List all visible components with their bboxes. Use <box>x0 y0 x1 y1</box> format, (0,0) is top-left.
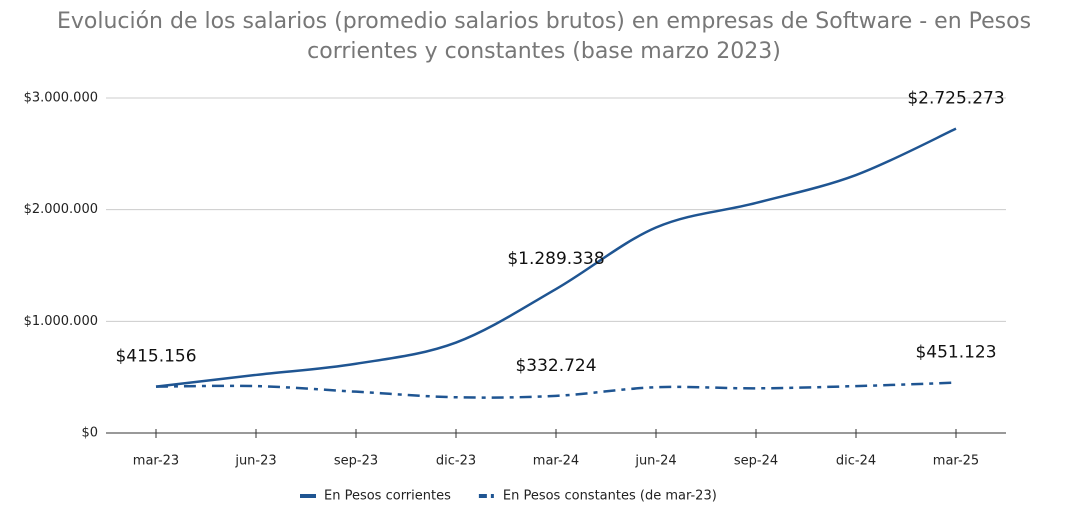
data-label: $415.156 <box>115 347 196 367</box>
x-tick-label: mar-24 <box>533 454 579 469</box>
x-tick-label: mar-23 <box>133 454 179 469</box>
data-label: $451.123 <box>915 343 996 363</box>
y-tick-label: $0 <box>81 426 98 441</box>
legend-label: En Pesos constantes (de mar-23) <box>503 489 717 504</box>
legend-label: En Pesos corrientes <box>324 489 451 504</box>
data-label: $1.289.338 <box>507 249 604 269</box>
chart-title: Evolución de los salarios (promedio sala… <box>57 9 1031 64</box>
x-tick-label: jun-23 <box>234 454 276 469</box>
x-tick-label: sep-23 <box>334 454 378 469</box>
data-label: $2.725.273 <box>907 89 1004 109</box>
x-tick-label: jun-24 <box>634 454 676 469</box>
line <box>155 127 957 388</box>
y-tick-label: $1.000.000 <box>24 314 98 329</box>
y-tick-label: $3.000.000 <box>24 91 98 106</box>
line <box>155 381 957 399</box>
y-tick-label: $2.000.000 <box>24 202 98 217</box>
x-tick-label: dic-23 <box>436 454 476 469</box>
x-tick-label: mar-25 <box>933 454 979 469</box>
x-tick-label: dic-24 <box>836 454 876 469</box>
data-label: $332.724 <box>515 356 596 376</box>
x-tick-label: sep-24 <box>734 454 778 469</box>
